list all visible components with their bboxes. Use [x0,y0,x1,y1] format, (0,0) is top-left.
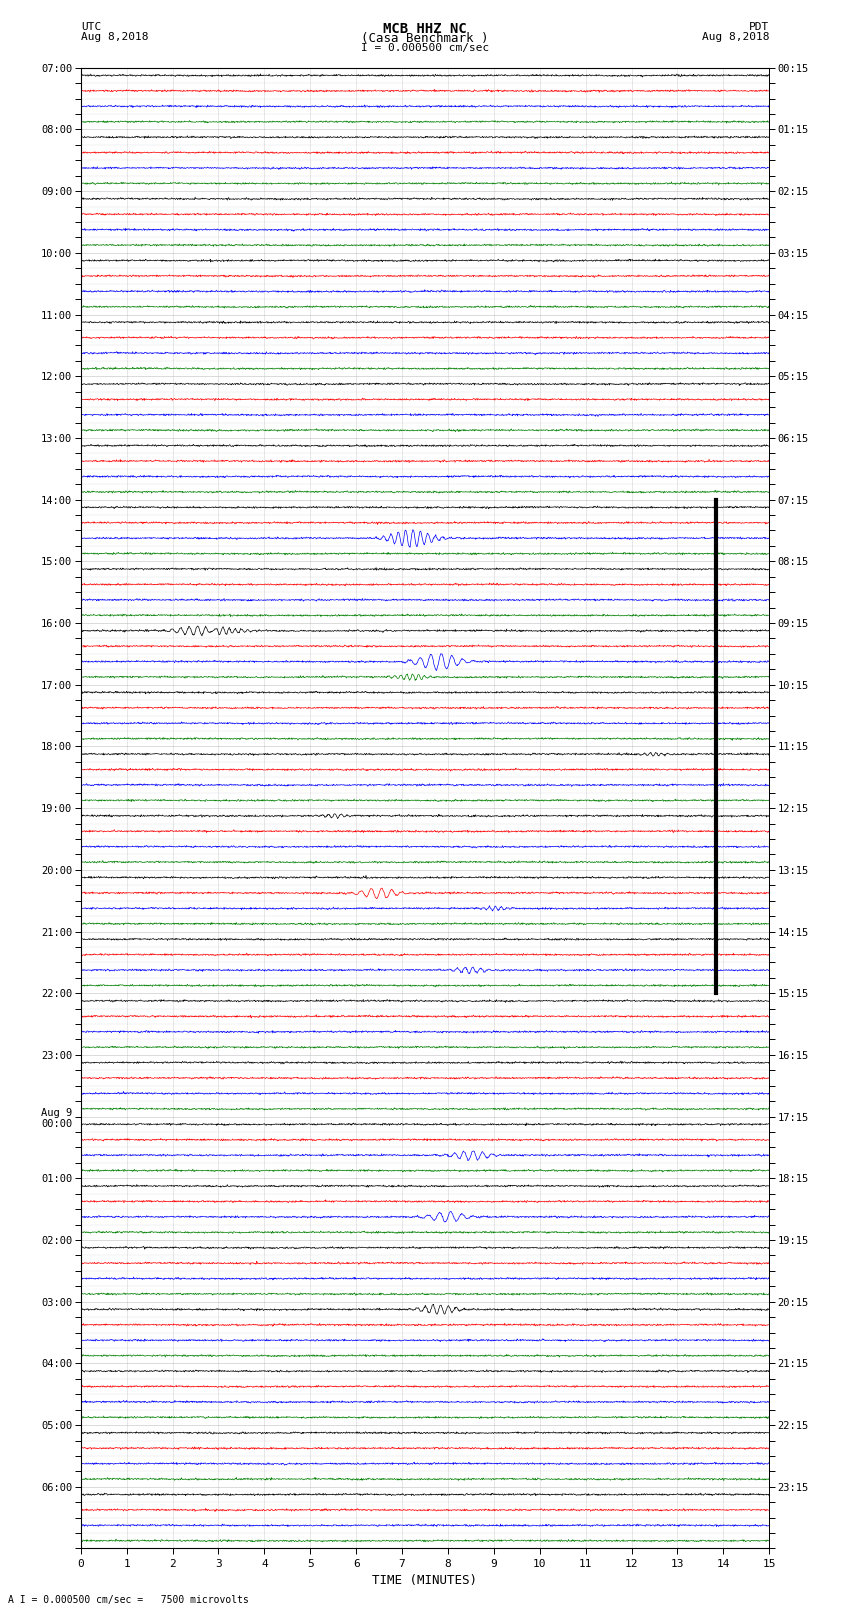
Text: Aug 8,2018: Aug 8,2018 [81,32,148,42]
Text: I = 0.000500 cm/sec: I = 0.000500 cm/sec [361,44,489,53]
X-axis label: TIME (MINUTES): TIME (MINUTES) [372,1574,478,1587]
Text: MCB HHZ NC: MCB HHZ NC [383,23,467,35]
Text: UTC: UTC [81,23,101,32]
Text: Aug 8,2018: Aug 8,2018 [702,32,769,42]
Text: (Casa Benchmark ): (Casa Benchmark ) [361,32,489,45]
Text: A I = 0.000500 cm/sec =   7500 microvolts: A I = 0.000500 cm/sec = 7500 microvolts [8,1595,249,1605]
Text: PDT: PDT [749,23,769,32]
